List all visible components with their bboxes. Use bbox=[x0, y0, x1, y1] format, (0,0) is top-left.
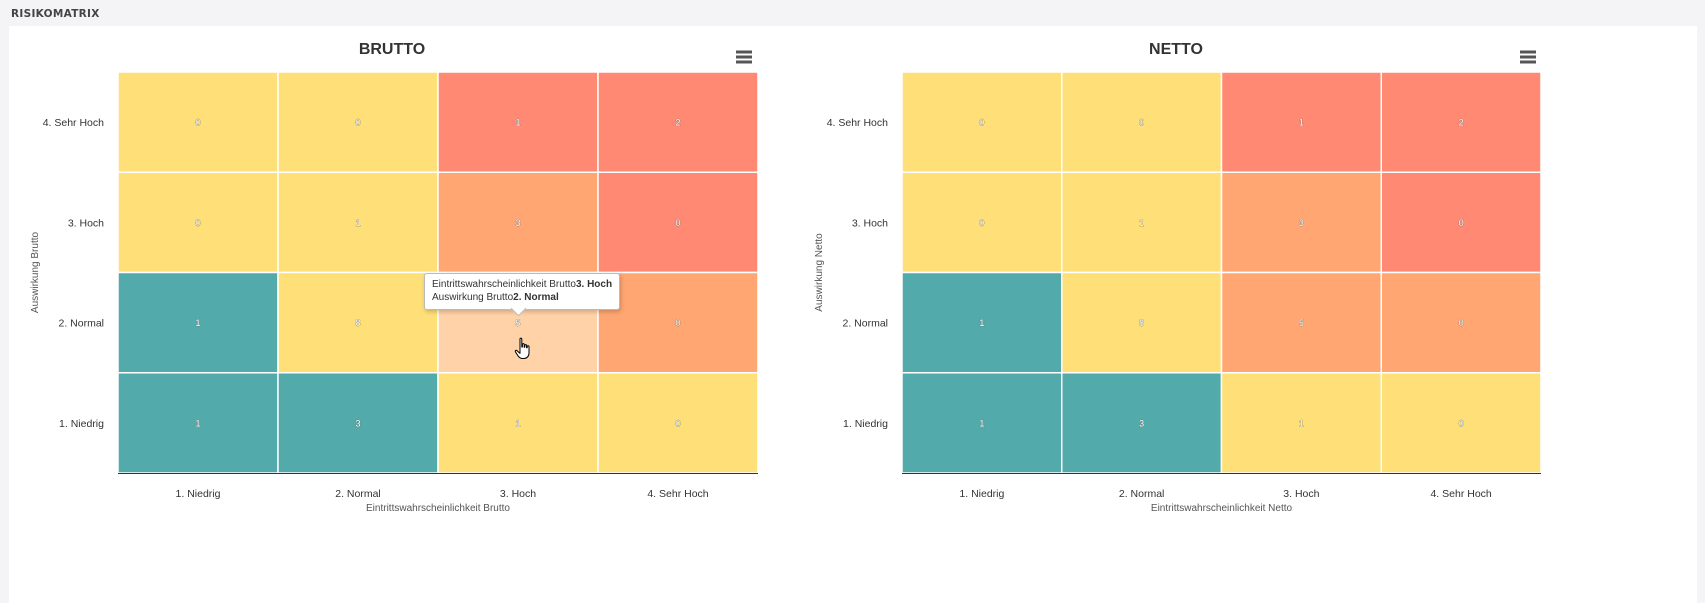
heatmap-cell[interactable] bbox=[1380, 372, 1542, 474]
tooltip-x-label: Eintrittswahrscheinlichkeit Brutto bbox=[432, 279, 576, 290]
tooltip-line-1: Eintrittswahrscheinlichkeit Brutto3. Hoc… bbox=[432, 278, 612, 291]
cell-value-label: 0 bbox=[1139, 118, 1144, 128]
cell-value-label: 1 bbox=[195, 418, 200, 428]
heatmap-cell[interactable] bbox=[277, 71, 439, 173]
cell-value-label: 3 bbox=[1139, 418, 1144, 428]
x-axis-title: Eintrittswahrscheinlichkeit Brutto bbox=[366, 503, 510, 514]
cell-value-label: 3 bbox=[1299, 218, 1304, 228]
heatmap-cell[interactable] bbox=[597, 372, 759, 474]
cell-value-label: 0 bbox=[979, 118, 984, 128]
cell-value-label: 0 bbox=[1459, 218, 1464, 228]
cell-value-label: 1 bbox=[1299, 418, 1304, 428]
heatmap-cell[interactable] bbox=[597, 271, 759, 374]
heatmap-cell[interactable] bbox=[117, 271, 279, 374]
x-tick-label: 1. Niedrig bbox=[959, 488, 1004, 500]
y-tick-label: 1. Niedrig bbox=[59, 418, 104, 430]
cell-value-label: 0 bbox=[675, 318, 680, 328]
cell-value-label: 0 bbox=[675, 418, 680, 428]
cell-value-label: 0 bbox=[979, 218, 984, 228]
cell-value-label: 0 bbox=[1459, 318, 1464, 328]
cell-value-label: 0 bbox=[1459, 418, 1464, 428]
y-tick-label: 1. Niedrig bbox=[843, 418, 888, 430]
heatmap-cell[interactable] bbox=[1380, 171, 1542, 274]
cell-value-label: 2 bbox=[1459, 118, 1464, 128]
y-tick-label: 3. Hoch bbox=[68, 217, 104, 229]
heatmap-cell[interactable] bbox=[1220, 372, 1382, 474]
heatmap-cell[interactable] bbox=[277, 271, 439, 374]
x-tick-label: 4. Sehr Hoch bbox=[647, 488, 708, 500]
x-tick-label: 2. Normal bbox=[335, 488, 381, 500]
chart-title: NETTO bbox=[1149, 41, 1203, 58]
cell-value-label: 1 bbox=[1299, 118, 1304, 128]
heatmap-cell[interactable] bbox=[1220, 171, 1382, 274]
brutto-heatmap-chart: BRUTTO 0 0 1 2 0 1 3 0 1 8 5 0 1 3 1 0 1. Niedrig 2. Norma… bbox=[30, 41, 759, 514]
heatmap-cell[interactable] bbox=[437, 171, 599, 274]
hand-pointer-icon bbox=[514, 337, 530, 359]
hamburger-menu-icon[interactable] bbox=[734, 48, 754, 66]
cell-value-label: 1 bbox=[1139, 218, 1144, 228]
cell-value-label: 1 bbox=[979, 318, 984, 328]
y-axis-title: Auswirkung Brutto bbox=[30, 231, 41, 313]
heatmap-cell[interactable] bbox=[1061, 71, 1223, 173]
heatmap-cell[interactable] bbox=[901, 171, 1063, 274]
cell-value-label: 1 bbox=[355, 218, 360, 228]
cell-value-label: 3 bbox=[515, 218, 520, 228]
tooltip-y-label: Auswirkung Brutto bbox=[432, 292, 514, 303]
heatmap-cell[interactable] bbox=[437, 372, 599, 474]
cell-value-label: 0 bbox=[355, 118, 360, 128]
x-tick-label: 4. Sehr Hoch bbox=[1430, 488, 1491, 500]
heatmap-cell[interactable] bbox=[117, 171, 279, 274]
cell-value-label: 0 bbox=[195, 218, 200, 228]
heatmap-cell[interactable] bbox=[1220, 271, 1382, 374]
x-axis-title: Eintrittswahrscheinlichkeit Netto bbox=[1151, 503, 1293, 514]
chart-title: BRUTTO bbox=[359, 41, 425, 58]
cell-value-label: 5 bbox=[1299, 318, 1304, 328]
heatmap-cell[interactable] bbox=[597, 71, 759, 173]
cell-value-label: 1 bbox=[195, 318, 200, 328]
cell-value-label: 1 bbox=[515, 118, 520, 128]
cell-value-label: 8 bbox=[355, 318, 360, 328]
tooltip-y-value: 2. Normal bbox=[513, 292, 559, 303]
page-header: RISIKOMATRIX bbox=[0, 0, 1705, 25]
cell-value-label: 1 bbox=[979, 418, 984, 428]
y-tick-label: 4. Sehr Hoch bbox=[827, 117, 888, 129]
heatmap-cell[interactable] bbox=[1061, 171, 1223, 274]
cell-value-label: 0 bbox=[675, 218, 680, 228]
heatmap-cell[interactable] bbox=[597, 171, 759, 274]
cell-value-label: 0 bbox=[195, 118, 200, 128]
heatmap-cell[interactable] bbox=[1220, 71, 1382, 173]
heatmap-cell[interactable] bbox=[277, 372, 439, 474]
y-axis-title: Auswirkung Netto bbox=[814, 233, 825, 312]
y-tick-label: 3. Hoch bbox=[852, 217, 888, 229]
heatmap-cell[interactable] bbox=[1061, 372, 1223, 474]
x-tick-label: 3. Hoch bbox=[500, 488, 536, 500]
page-title: RISIKOMATRIX bbox=[11, 8, 100, 20]
y-tick-label: 4. Sehr Hoch bbox=[43, 117, 104, 129]
cell-value-label: 8 bbox=[1139, 318, 1144, 328]
cell-value-label: 2 bbox=[675, 118, 680, 128]
x-tick-label: 3. Hoch bbox=[1283, 488, 1319, 500]
x-tick-label: 2. Normal bbox=[1119, 488, 1165, 500]
cell-value-label: 3 bbox=[355, 418, 360, 428]
y-tick-label: 2. Normal bbox=[58, 318, 104, 330]
cell-value-label: 1 bbox=[515, 418, 520, 428]
tooltip-x-value: 3. Hoch bbox=[575, 279, 613, 290]
hamburger-menu-icon[interactable] bbox=[1518, 48, 1538, 66]
tooltip-line-2: Auswirkung Brutto2. Normal bbox=[432, 291, 612, 304]
heatmap-cell[interactable] bbox=[1380, 271, 1542, 374]
cell-value-label: 5 bbox=[515, 318, 520, 328]
x-tick-label: 1. Niedrig bbox=[176, 488, 221, 500]
y-tick-label: 2. Normal bbox=[842, 318, 888, 330]
